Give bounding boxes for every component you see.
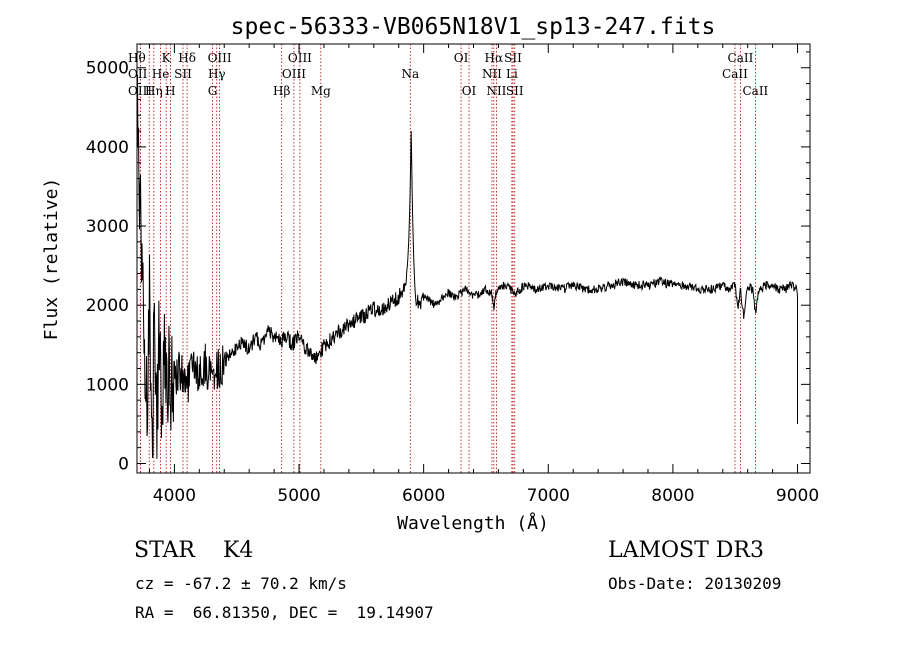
x-tick-label: 8000 bbox=[651, 486, 694, 506]
line-label: OIII bbox=[208, 51, 232, 65]
line-label: G bbox=[208, 84, 218, 98]
y-tick-label: 1000 bbox=[86, 375, 129, 395]
line-label: Hδ bbox=[178, 51, 196, 65]
emission-line-markers bbox=[139, 44, 756, 473]
survey-name: LAMOST DR3 bbox=[608, 538, 764, 563]
line-label: NII bbox=[482, 67, 502, 81]
y-tick-label: 4000 bbox=[86, 138, 129, 158]
y-tick-label: 2000 bbox=[86, 296, 129, 316]
x-tick-label: 5000 bbox=[277, 486, 320, 506]
chart-title: spec-56333-VB065N18V1_sp13-247.fits bbox=[231, 14, 716, 40]
spectrum-line bbox=[136, 74, 798, 459]
y-axis: 0 1000 2000 3000 4000 5000 bbox=[86, 51, 810, 475]
line-label: Hα bbox=[485, 51, 504, 65]
line-label: Na bbox=[401, 67, 419, 81]
plot-frame bbox=[136, 43, 811, 474]
x-axis-label: Wavelength (Å) bbox=[397, 512, 549, 534]
line-label: Hβ bbox=[273, 84, 290, 98]
ra-dec-coordinates: RA = 66.81350, DEC = 19.14907 bbox=[135, 603, 434, 622]
x-tick-label: 6000 bbox=[402, 486, 445, 506]
line-label: OIII bbox=[282, 67, 306, 81]
line-label: CaII bbox=[742, 84, 768, 98]
line-label: OI bbox=[454, 51, 469, 65]
x-tick-label: 4000 bbox=[153, 486, 196, 506]
line-label: SII bbox=[174, 67, 192, 81]
object-classification: STAR K4 bbox=[134, 538, 253, 563]
line-label: K bbox=[162, 51, 172, 65]
line-label: SII bbox=[504, 51, 522, 65]
line-label: OIII bbox=[128, 84, 152, 98]
line-label: OII bbox=[128, 67, 148, 81]
y-tick-label: 5000 bbox=[86, 59, 129, 79]
line-label: Hη bbox=[145, 84, 163, 98]
line-label: CaII bbox=[722, 67, 748, 81]
line-label: Li bbox=[506, 67, 518, 81]
line-label: CaII bbox=[728, 51, 754, 65]
object-class: STAR bbox=[134, 538, 195, 563]
observation-date: Obs-Date: 20130209 bbox=[608, 574, 782, 593]
spectrum-chart: spec-56333-VB065N18V1_sp13-247.fits HθOI… bbox=[41, 14, 819, 534]
line-label: OI bbox=[462, 84, 477, 98]
y-tick-label: 0 bbox=[118, 455, 129, 475]
redshift-velocity: cz = -67.2 ± 70.2 km/s bbox=[135, 574, 347, 593]
y-tick-label: 3000 bbox=[86, 217, 129, 237]
line-label: He bbox=[152, 67, 170, 81]
line-label: NII bbox=[486, 84, 506, 98]
x-tick-label: 9000 bbox=[776, 486, 819, 506]
line-label: OIII bbox=[288, 51, 312, 65]
object-subclass: K4 bbox=[222, 538, 254, 563]
line-label: H bbox=[165, 84, 175, 98]
y-axis-label: Flux (relative) bbox=[41, 178, 62, 341]
x-tick-label: 7000 bbox=[527, 486, 570, 506]
line-label: Mg bbox=[311, 84, 331, 98]
line-label: SII bbox=[506, 84, 524, 98]
line-label: Hγ bbox=[208, 67, 226, 81]
x-axis: 4000 5000 6000 7000 8000 9000 bbox=[148, 44, 819, 506]
